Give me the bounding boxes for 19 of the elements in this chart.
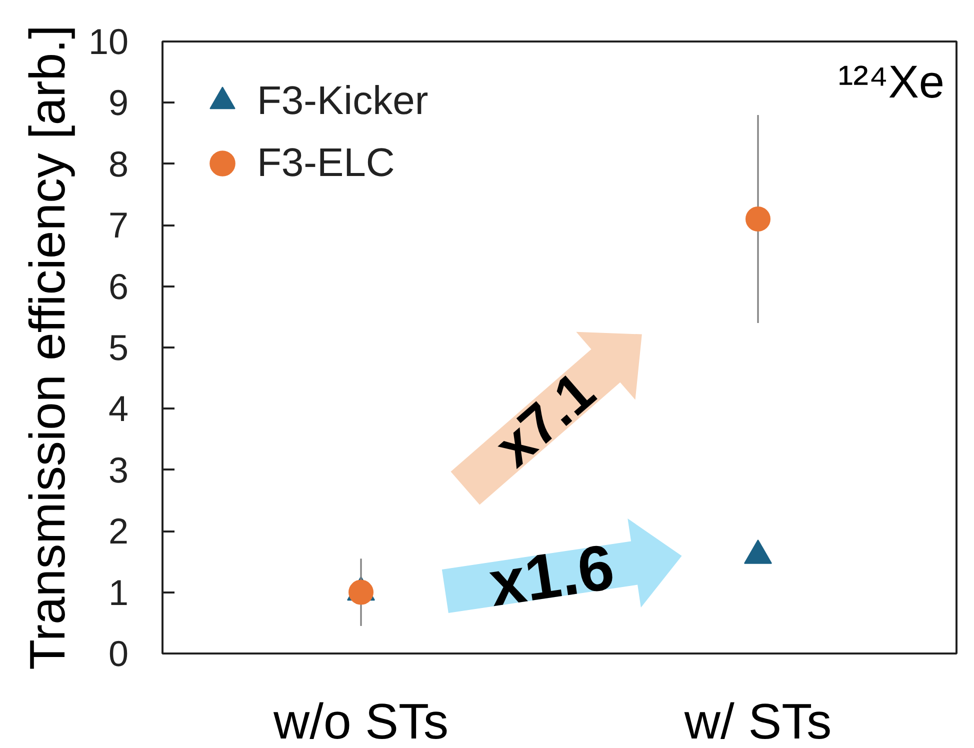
y-tick-label: 8 xyxy=(108,143,129,184)
annotation: x7.1 xyxy=(482,359,606,478)
y-tick-label: 4 xyxy=(108,388,129,430)
x-tick-label: w/ STs xyxy=(683,694,832,748)
y-tick-label: 9 xyxy=(108,82,129,124)
legend-label: F3-ELC xyxy=(257,140,395,186)
y-tick-label: 6 xyxy=(108,266,129,307)
y-tick-label: 1 xyxy=(108,572,129,613)
y-tick-label: 3 xyxy=(108,449,129,490)
y-tick-label: 2 xyxy=(108,510,129,552)
y-tick-label: 0 xyxy=(108,633,129,674)
y-tick-label: 5 xyxy=(108,327,129,368)
annotation: ¹²⁴Xe xyxy=(838,56,945,108)
x-tick-label: w/o STs xyxy=(272,694,449,748)
y-tick-label: 7 xyxy=(108,204,129,246)
y-tick-label: 10 xyxy=(88,21,129,62)
y-axis-title: Transmission efficiency [arb.] xyxy=(19,25,76,670)
annotation: x1.6 xyxy=(484,530,619,620)
legend-label: F3-Kicker xyxy=(257,78,428,124)
